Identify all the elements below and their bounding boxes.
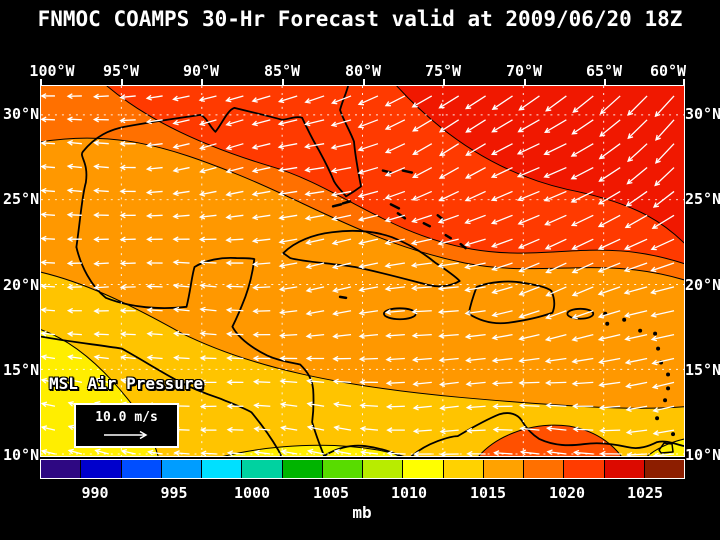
fill-warm-patch <box>478 424 622 456</box>
lon-label: 85°W <box>263 62 301 80</box>
field-label: MSL Air Pressure <box>49 374 204 393</box>
axis-tick <box>120 79 123 85</box>
lon-label: 75°W <box>424 62 462 80</box>
colorbar-segment <box>201 460 242 478</box>
colorbar-segment <box>80 460 121 478</box>
coast-trinidad <box>658 442 674 454</box>
colorbar-segment <box>41 460 81 478</box>
axis-tick <box>201 79 204 85</box>
colorbar-segment <box>160 460 201 478</box>
lat-label: 10°N <box>3 446 40 464</box>
coast-cuba <box>282 229 461 288</box>
colorbar-tick: 1025 <box>626 484 664 502</box>
axis-tick <box>683 79 685 85</box>
colorbar-segment <box>281 460 322 478</box>
lat-label: 30°N <box>685 105 720 123</box>
colorbar-tick: 990 <box>81 484 109 502</box>
lon-label: 100°W <box>29 62 75 80</box>
colorbar-segment <box>442 460 483 478</box>
coast-mexico-centam-atlantic <box>75 246 326 456</box>
colorbar-tick: 1020 <box>548 484 586 502</box>
lat-label: 25°N <box>3 190 40 208</box>
axis-tick <box>443 79 446 85</box>
lat-label: 10°N <box>685 446 720 464</box>
colorbar-segment <box>241 460 282 478</box>
pressure-field-map <box>41 86 684 456</box>
coast-south-america <box>410 412 684 456</box>
lat-label: 20°N <box>3 276 40 294</box>
colorbar-segment <box>563 460 604 478</box>
page-title: FNMOC COAMPS 30-Hr Forecast valid at 200… <box>37 7 683 31</box>
colorbar-segment <box>321 460 362 478</box>
lat-label: 15°N <box>3 361 40 379</box>
colorbar-unit: mb <box>352 503 372 522</box>
colorbar-segment <box>643 460 684 478</box>
map-area: MSL Air Pressure 10.0 m/s <box>40 85 685 457</box>
axis-tick <box>362 79 365 85</box>
axis-tick <box>523 79 526 85</box>
coast-lesser-antilles <box>603 311 676 437</box>
coast-puerto-rico <box>566 307 595 320</box>
axis-tick <box>604 79 607 85</box>
coast-centam-pacific <box>41 335 283 456</box>
colorbar-segment <box>523 460 564 478</box>
lon-label: 80°W <box>344 62 382 80</box>
coast-us-gulf-florida <box>75 86 362 249</box>
wind-scale-legend: 10.0 m/s <box>74 403 179 448</box>
axis-tick <box>40 79 42 85</box>
colorbar-segment <box>402 460 443 478</box>
lon-label: 60°W <box>649 62 687 80</box>
lon-label: 95°W <box>102 62 140 80</box>
wind-scale-value: 10.0 m/s <box>95 410 158 425</box>
lat-label: 30°N <box>3 105 40 123</box>
lon-label: 90°W <box>182 62 220 80</box>
colorbar-segment <box>362 460 403 478</box>
lat-label: 20°N <box>685 276 720 294</box>
lon-label: 70°W <box>505 62 543 80</box>
colorbar-tick: 995 <box>160 484 188 502</box>
colorbar-tick: 1010 <box>390 484 428 502</box>
axis-tick <box>281 79 284 85</box>
wind-scale-arrow-icon <box>103 430 147 440</box>
lat-label: 15°N <box>685 361 720 379</box>
colorbar <box>40 459 685 479</box>
graticule <box>41 86 684 456</box>
fill-deep-red <box>396 86 684 244</box>
colorbar-segment <box>603 460 644 478</box>
lat-label: 25°N <box>685 190 720 208</box>
colorbar-segment <box>482 460 523 478</box>
colorbar-tick: 1005 <box>312 484 350 502</box>
colorbar-segment <box>120 460 161 478</box>
wind-vector-arrows <box>41 93 675 456</box>
lon-label: 65°W <box>585 62 623 80</box>
colorbar-tick: 1015 <box>469 484 507 502</box>
colorbar-tick: 1000 <box>233 484 271 502</box>
